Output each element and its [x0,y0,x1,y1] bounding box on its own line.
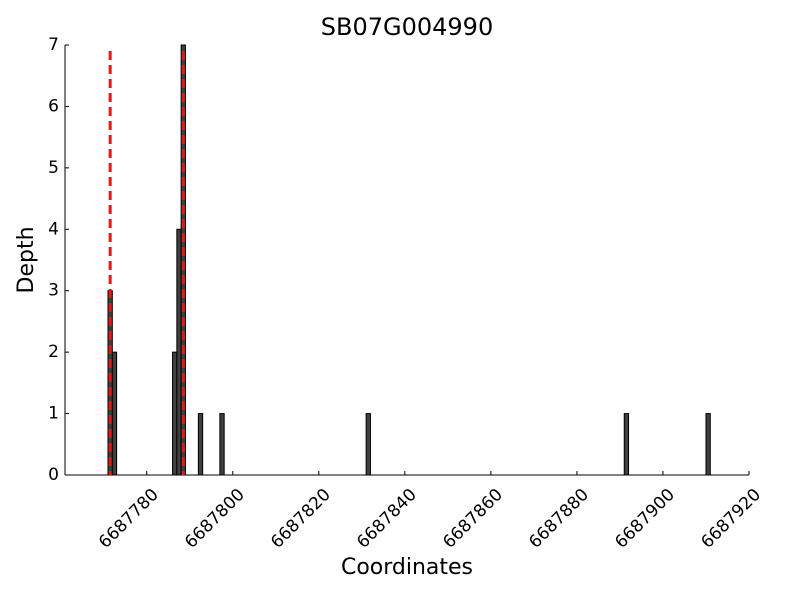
x-axis-label: Coordinates [341,555,473,580]
x-tick-label: 6687800 [181,485,249,553]
y-tick-label: 6 [48,96,59,116]
bar [176,228,182,476]
x-tick-label: 6687840 [353,485,421,553]
x-tick-label: 6687820 [267,485,335,553]
y-tick-label: 0 [48,465,59,485]
chart-title: SB07G004990 [321,13,493,41]
x-tick-label: 6687860 [439,485,507,553]
bar [219,413,225,476]
bar [623,413,630,476]
x-tick-label: 6687880 [525,485,593,553]
bar [365,413,371,476]
y-axis-label: Depth [14,226,39,293]
y-tick-label: 4 [48,219,59,239]
y-tick-label: 7 [48,35,59,55]
y-tick-label: 3 [48,281,59,301]
x-tick-label: 6687920 [697,485,765,553]
bar [197,413,204,476]
x-tick-label: 6687900 [611,485,679,553]
bar [705,413,711,476]
bar [172,351,178,476]
y-tick-label: 1 [48,404,59,424]
x-tick-label: 6687780 [95,485,163,553]
y-tick-label: 5 [48,158,59,178]
y-tick-label: 2 [48,342,59,362]
bar [111,351,118,476]
